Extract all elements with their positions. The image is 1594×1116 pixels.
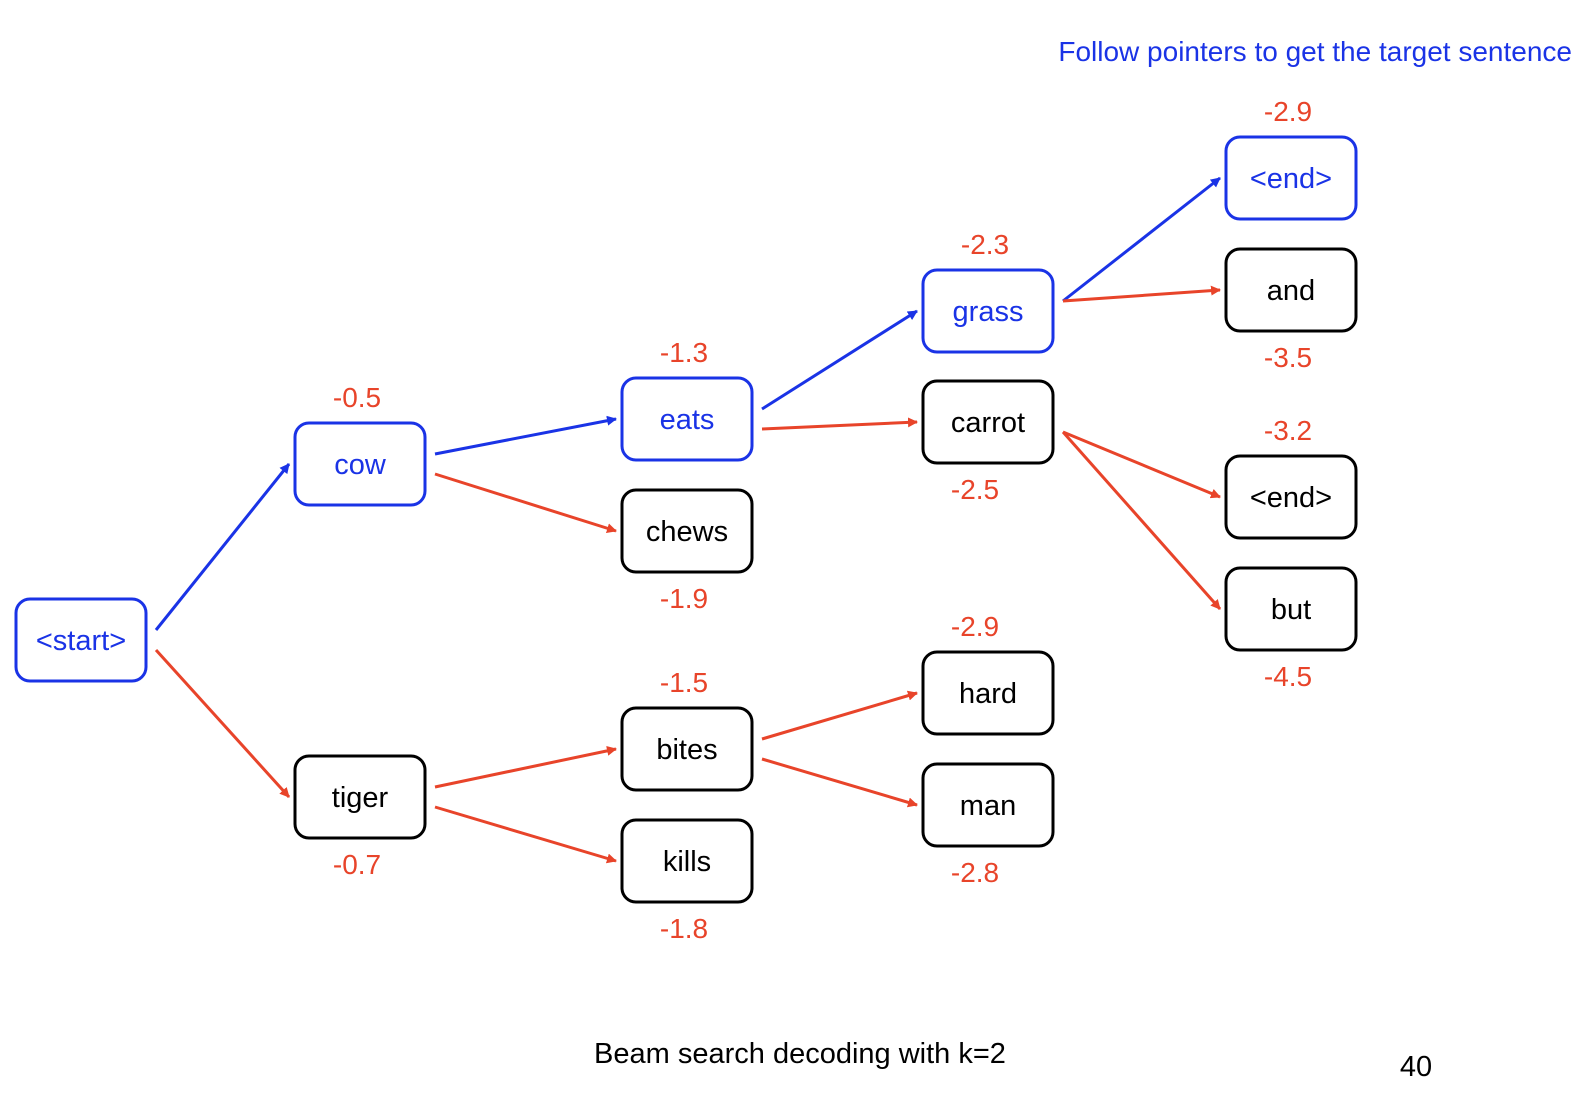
edge-tiger-to-bites-pruned — [434, 745, 617, 789]
score-end1: -2.9 — [1264, 96, 1312, 127]
node-box-man — [921, 762, 1055, 848]
node-label-but: but — [1271, 594, 1311, 626]
score-man: -2.8 — [951, 857, 999, 888]
edge-carrot-to-end2-pruned — [1062, 430, 1221, 499]
caption: Beam search decoding with k=2 — [594, 1038, 1006, 1070]
score-chews: -1.9 — [660, 583, 708, 614]
node-box-cow — [293, 421, 427, 507]
node-label-chews: chews — [646, 516, 728, 548]
node-grass: grass -2.3 — [921, 229, 1055, 354]
edge-cow-to-chews-pruned — [434, 472, 617, 534]
node-tiger: tiger -0.7 — [293, 754, 427, 880]
score-cow: -0.5 — [333, 382, 381, 413]
edge-eats-to-carrot-pruned — [761, 417, 918, 431]
node-kills: kills -1.8 — [620, 818, 754, 944]
node-layer: <start> cow -0.5 tiger -0.7 eats -1.3 chews -1.9… — [14, 96, 1358, 944]
node-box-eats — [620, 376, 754, 462]
node-label-start: <start> — [36, 625, 126, 657]
edge-eats-to-grass-selected — [761, 309, 918, 411]
node-box-grass — [921, 268, 1055, 354]
edge-carrot-to-but-pruned — [1061, 431, 1222, 610]
node-box-kills — [620, 818, 754, 904]
score-tiger: -0.7 — [333, 849, 381, 880]
edge-cow-to-eats-selected — [434, 415, 617, 456]
node-label-eats: eats — [660, 404, 715, 436]
header-note: Follow pointers to get the target senten… — [1058, 36, 1572, 67]
score-grass: -2.3 — [961, 229, 1009, 260]
node-eats: eats -1.3 — [620, 337, 754, 462]
node-box-tiger — [293, 754, 427, 840]
node-box-and — [1224, 247, 1358, 333]
score-kills: -1.8 — [660, 913, 708, 944]
score-carrot: -2.5 — [951, 474, 999, 505]
node-man: man -2.8 — [921, 762, 1055, 888]
node-label-carrot: carrot — [951, 407, 1025, 439]
edge-bites-to-hard-pruned — [761, 690, 918, 741]
score-bites: -1.5 — [660, 667, 708, 698]
node-label-and: and — [1267, 275, 1315, 307]
node-box-start — [14, 597, 148, 683]
slide-number: 40 — [1399, 1051, 1433, 1083]
edge-bites-to-man-pruned — [761, 757, 918, 808]
node-end1: <end> -2.9 — [1224, 96, 1358, 221]
node-carrot: carrot -2.5 — [921, 379, 1055, 505]
score-end2: -3.2 — [1264, 415, 1312, 446]
score-but: -4.5 — [1264, 661, 1312, 692]
node-cow: cow -0.5 — [293, 382, 427, 507]
node-label-end2: <end> — [1250, 482, 1332, 514]
node-label-cow: cow — [334, 449, 387, 481]
edge-start-to-tiger-pruned — [154, 648, 291, 799]
node-end2: <end> -3.2 — [1224, 415, 1358, 540]
node-label-end1: <end> — [1250, 163, 1332, 195]
node-but: but -4.5 — [1224, 566, 1358, 692]
node-label-grass: grass — [953, 296, 1024, 328]
score-hard: -2.9 — [951, 611, 999, 642]
node-label-hard: hard — [959, 678, 1017, 710]
node-box-end1 — [1224, 135, 1358, 221]
node-and: and -3.5 — [1224, 247, 1358, 373]
node-box-chews — [620, 488, 754, 574]
node-chews: chews -1.9 — [620, 488, 754, 614]
edge-grass-to-and-pruned — [1062, 285, 1221, 303]
edge-start-to-cow-selected — [154, 463, 291, 631]
node-label-kills: kills — [663, 846, 711, 878]
node-box-bites — [620, 706, 754, 792]
node-box-hard — [921, 650, 1055, 736]
edge-grass-to-end1-selected — [1062, 176, 1221, 303]
score-eats: -1.3 — [660, 337, 708, 368]
node-label-tiger: tiger — [332, 782, 389, 814]
node-start: <start> — [14, 597, 148, 683]
score-and: -3.5 — [1264, 342, 1312, 373]
node-hard: hard -2.9 — [921, 611, 1055, 736]
node-bites: bites -1.5 — [620, 667, 754, 792]
node-box-carrot — [921, 379, 1055, 465]
edge-tiger-to-kills-pruned — [434, 805, 617, 864]
edge-layer — [154, 176, 1222, 864]
node-box-end2 — [1224, 454, 1358, 540]
node-box-but — [1224, 566, 1358, 652]
node-label-bites: bites — [656, 734, 717, 766]
node-label-man: man — [960, 790, 1016, 822]
